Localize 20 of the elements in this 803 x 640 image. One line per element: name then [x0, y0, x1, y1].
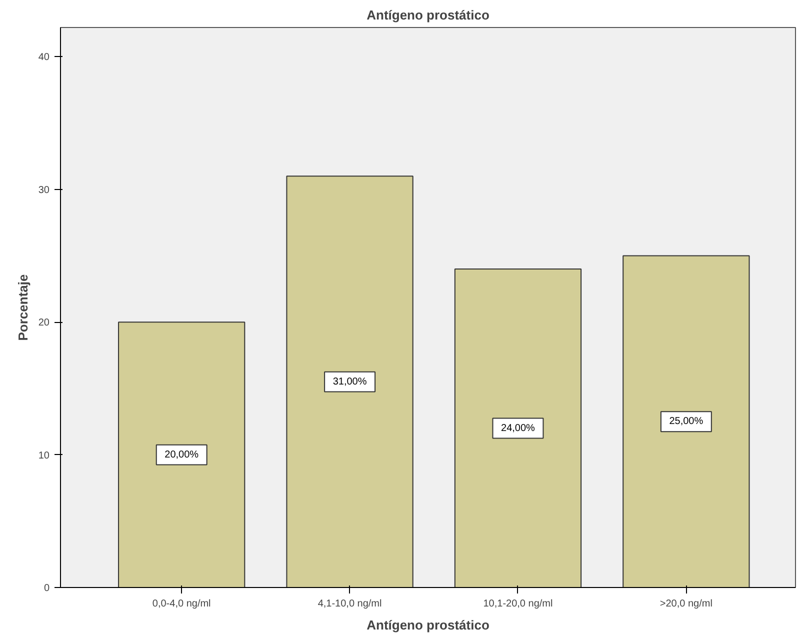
x-tick-label: 4,1-10,0 ng/ml: [318, 598, 382, 610]
x-tick-label: 10,1-20,0 ng/ml: [483, 598, 553, 610]
y-tick-label: 30: [38, 184, 50, 196]
bar: [118, 322, 246, 588]
data-label: 24,00%: [501, 422, 536, 434]
x-axis-title: Antígeno prostático: [366, 618, 490, 632]
y-tick-label: 10: [38, 450, 50, 462]
y-tick-label: 0: [44, 583, 50, 594]
bar: [622, 255, 750, 588]
bar: [286, 176, 414, 588]
data-label: 31,00%: [332, 376, 367, 388]
chart-title: Antígeno prostático: [366, 8, 490, 22]
x-tick-label: >20,0 ng/ml: [660, 598, 712, 610]
y-axis-title: Porcentaje: [15, 274, 30, 341]
y-tick-label: 20: [38, 318, 50, 329]
data-label: 25,00%: [669, 416, 704, 428]
bar: [454, 268, 582, 588]
data-label: 20,00%: [164, 449, 199, 460]
y-tick-label: 40: [38, 52, 50, 64]
x-tick-label: 0,0-4,0 ng/ml: [152, 598, 211, 610]
